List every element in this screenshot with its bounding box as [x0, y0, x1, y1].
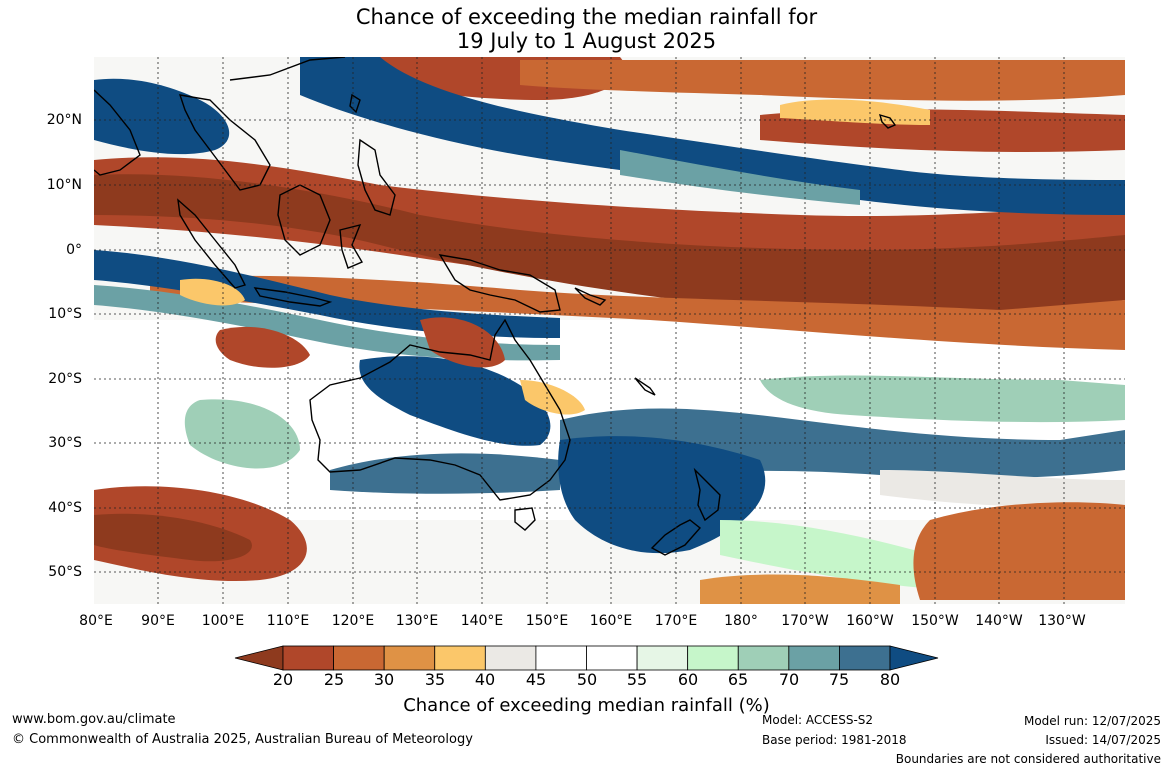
- colorbar-tick-60: 60: [677, 670, 699, 689]
- india-outline: [94, 89, 141, 176]
- indochina-outline: [178, 94, 271, 191]
- lat-label-30s: 30°S: [48, 435, 82, 451]
- sumatra-outline: [177, 198, 246, 289]
- graticule: [94, 57, 1125, 604]
- colorbar-extension-high: [889, 645, 939, 671]
- issued-date: Issued: 14/07/2025: [1045, 733, 1161, 747]
- lon-label-80e: 80°E: [79, 613, 113, 629]
- lon-label-160w: 160°W: [846, 613, 894, 629]
- new-guinea-outline: [438, 254, 561, 313]
- taiwan-outline: [349, 93, 361, 114]
- boundaries-disclaimer: Boundaries are not considered authoritat…: [895, 752, 1161, 766]
- colorbar-tick-65: 65: [727, 670, 749, 689]
- lat-label-50s: 50°S: [48, 564, 82, 580]
- colorbar-tick-75: 75: [828, 670, 850, 689]
- colorbar-extension-low: [234, 645, 284, 671]
- new-zealand-north-outline: [693, 467, 721, 522]
- lon-label-150e: 150°E: [525, 613, 569, 629]
- lat-label-20n: 20°N: [46, 112, 82, 128]
- colorbar-swatch: [586, 645, 638, 671]
- lon-label-170e: 170°E: [654, 613, 698, 629]
- lon-label-170w: 170°W: [781, 613, 829, 629]
- map-title-line-1: Chance of exceeding the median rainfall …: [355, 5, 818, 29]
- colorbar-swatch: [839, 645, 891, 671]
- lon-label-130w: 130°W: [1038, 613, 1086, 629]
- colorbar-tick-25: 25: [323, 670, 345, 689]
- lon-label-180: 180°: [724, 613, 758, 629]
- colorbar-swatch: [687, 645, 739, 671]
- colorbar-tick-70: 70: [778, 670, 800, 689]
- colorbar-swatch: [636, 645, 689, 671]
- colorbar-swatch: [737, 645, 790, 671]
- new-zealand-south-outline: [650, 519, 702, 556]
- lat-label-40s: 40°S: [48, 500, 82, 516]
- colorbar-swatch: [434, 645, 486, 671]
- colorbar-swatch: [282, 645, 334, 671]
- colorbar-tick-35: 35: [424, 670, 446, 689]
- colorbar-swatch: [788, 645, 840, 671]
- colorbar-tick-40: 40: [474, 670, 496, 689]
- philippines-outline: [357, 138, 396, 216]
- lon-label-160e: 160°E: [589, 613, 633, 629]
- lat-label-20s: 20°S: [48, 371, 82, 387]
- colorbar-swatch: [535, 645, 587, 671]
- solomon-islands-outline: [574, 287, 607, 306]
- lon-label-120e: 120°E: [331, 613, 375, 629]
- colorbar-swatch: [484, 645, 537, 671]
- colorbar-swatch: [333, 645, 385, 671]
- lon-label-100e: 100°E: [201, 613, 245, 629]
- borneo-outline: [277, 184, 331, 256]
- colorbar-tick-50: 50: [576, 670, 598, 689]
- rainfall-anomaly-field: [94, 57, 1125, 604]
- china-coast-outline: [229, 57, 346, 81]
- lon-label-130e: 130°E: [395, 613, 439, 629]
- lon-label-140e: 140°E: [460, 613, 504, 629]
- hawaii-outline: [878, 113, 897, 129]
- lat-label-10n: 10°N: [46, 177, 82, 193]
- australia-outline: [309, 318, 571, 501]
- website-link[interactable]: www.bom.gov.au/climate: [12, 712, 176, 727]
- new-caledonia-outline: [634, 377, 656, 396]
- model-run-date: Model run: 12/07/2025: [1023, 714, 1161, 728]
- java-outline: [253, 287, 333, 307]
- lon-label-90e: 90°E: [141, 613, 175, 629]
- sulawesi-outline: [339, 223, 364, 269]
- colorbar-swatch: [383, 645, 436, 671]
- base-period: Base period: 1981-2018: [762, 733, 907, 747]
- colorbar-tick-45: 45: [525, 670, 547, 689]
- coastlines: [94, 57, 897, 556]
- model-name: Model: ACCESS-S2: [762, 713, 874, 727]
- lat-label-equator: 0°: [66, 242, 82, 258]
- colorbar-tick-20: 20: [272, 670, 294, 689]
- lon-label-140w: 140°W: [975, 613, 1023, 629]
- copyright-text: © Commonwealth of Australia 2025, Austra…: [12, 732, 473, 747]
- colorbar-label: Chance of exceeding median rainfall (%): [403, 695, 770, 716]
- colorbar-tick-80: 80: [879, 670, 901, 689]
- map-title-line-2: 19 July to 1 August 2025: [456, 29, 717, 53]
- colorbar-tick-55: 55: [626, 670, 648, 689]
- colorbar-tick-30: 30: [373, 670, 395, 689]
- rainfall-probability-map: [94, 57, 1125, 604]
- lon-label-110e: 110°E: [266, 613, 310, 629]
- lon-label-150w: 150°W: [911, 613, 959, 629]
- lat-label-10s: 10°S: [48, 306, 82, 322]
